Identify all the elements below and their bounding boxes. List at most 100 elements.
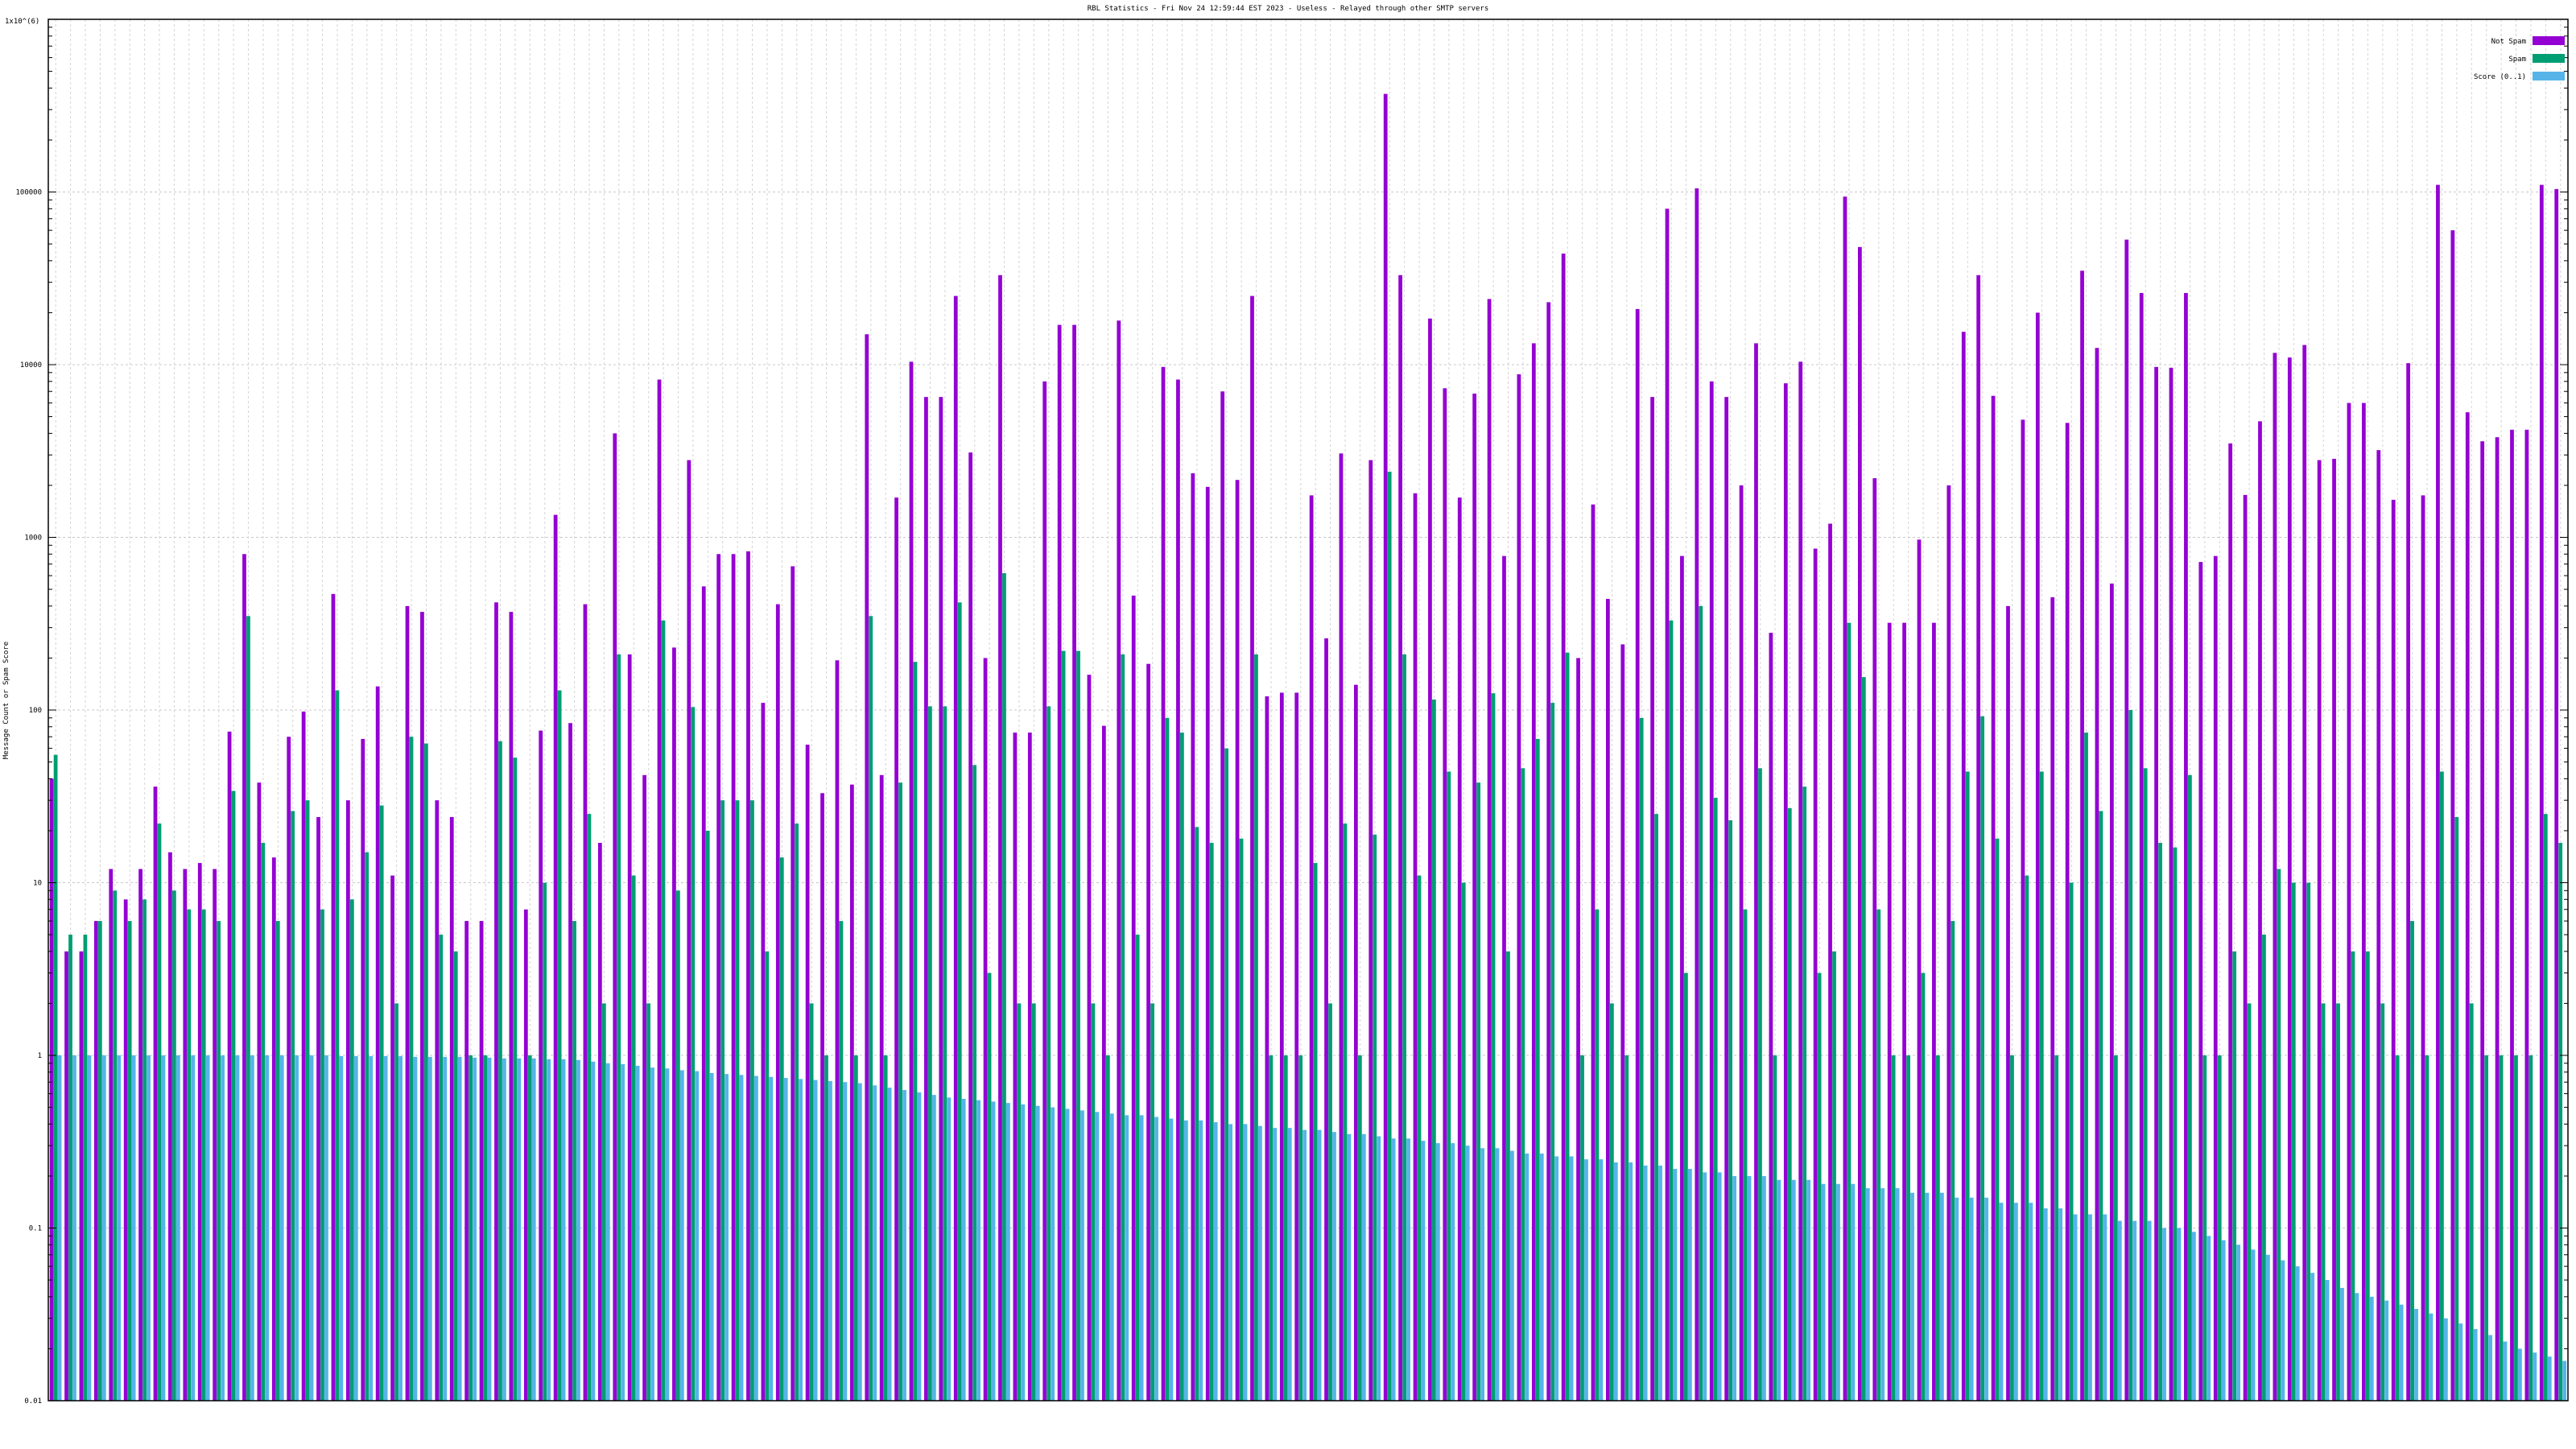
bar-score <box>2547 1356 2552 1401</box>
bar-score <box>783 1078 788 1401</box>
bar-score <box>295 1055 299 1401</box>
bar-score <box>739 1075 744 1401</box>
bar-score <box>1317 1129 1322 1401</box>
y-tick-label: 1000 <box>24 535 42 543</box>
bar-not-spam <box>1443 388 1447 1401</box>
bar-score <box>161 1055 166 1401</box>
bar-spam <box>1121 654 1125 1401</box>
bar-score <box>2251 1249 2256 1401</box>
bar-not-spam <box>1353 684 1358 1401</box>
bar-spam <box>1209 843 1214 1401</box>
bar-spam <box>1432 699 1436 1401</box>
bar-spam <box>1150 1003 1154 1401</box>
bar-score <box>1302 1129 1307 1401</box>
bar-spam <box>839 921 844 1401</box>
bar-spam <box>765 951 770 1401</box>
bar-score <box>221 1055 225 1401</box>
bar-spam <box>809 1003 814 1401</box>
bar-score <box>1510 1150 1514 1401</box>
bar-not-spam <box>1561 253 1566 1402</box>
bar-not-spam <box>1887 622 1892 1401</box>
bar-score <box>2355 1293 2359 1401</box>
bar-not-spam <box>701 586 706 1401</box>
bar-not-spam <box>1828 523 1832 1401</box>
bar-not-spam <box>1457 497 1462 1401</box>
bar-spam <box>2529 1055 2533 1401</box>
bar-not-spam <box>138 869 142 1401</box>
bar-not-spam <box>1754 343 1758 1402</box>
bar-spam <box>261 843 266 1401</box>
bar-score <box>1347 1133 1352 1401</box>
bar-spam <box>2440 771 2444 1401</box>
bar-spam <box>2351 951 2355 1401</box>
bar-spam <box>1002 573 1006 1401</box>
bar-score <box>1183 1120 1188 1401</box>
bar-spam <box>735 800 740 1401</box>
bar-score <box>1021 1104 1026 1401</box>
bar-not-spam <box>2228 443 2233 1401</box>
bar-spam <box>1283 1055 1288 1401</box>
bar-not-spam <box>1117 320 1121 1401</box>
bar-score <box>1703 1172 1707 1401</box>
bar-not-spam <box>746 551 750 1401</box>
bar-not-spam <box>1620 644 1625 1401</box>
bar-score <box>2533 1352 2537 1401</box>
bar-spam <box>1906 1055 1910 1401</box>
bar-spam <box>1417 875 1422 1401</box>
bar-not-spam <box>1502 555 1506 1401</box>
bar-score <box>205 1055 210 1401</box>
bar-not-spam <box>2139 292 2144 1401</box>
bar-score <box>398 1055 402 1401</box>
bar-spam <box>2099 811 2103 1401</box>
bar-score <box>339 1055 344 1401</box>
bar-score <box>1643 1165 1648 1401</box>
bar-spam <box>1091 1003 1096 1401</box>
bar-not-spam <box>1546 302 1551 1401</box>
y-tick-label: 100000 <box>15 189 42 197</box>
bar-spam <box>1313 863 1318 1401</box>
bar-spam <box>305 800 310 1401</box>
bar-spam <box>2217 1055 2222 1401</box>
bar-spam <box>1609 1003 1614 1401</box>
bar-not-spam <box>879 774 884 1401</box>
bar-score <box>1169 1118 1174 1401</box>
bar-not-spam <box>2376 450 2381 1401</box>
bar-spam <box>1135 935 1140 1401</box>
bar-spam <box>172 890 176 1401</box>
bar-not-spam <box>1902 622 1906 1401</box>
bar-score <box>1732 1175 1736 1401</box>
y-axis-ticks: 0.01 0.1 1 10 100 1000 10000 100000 <box>15 19 2568 1406</box>
bar-score <box>799 1079 803 1401</box>
bar-spam <box>275 921 280 1401</box>
bar-not-spam <box>242 554 246 1401</box>
bar-not-spam <box>2095 348 2099 1402</box>
bar-spam <box>217 921 221 1401</box>
bar-not-spam <box>2169 367 2174 1401</box>
bar-not-spam <box>1605 598 1610 1401</box>
bar-spam <box>142 899 147 1401</box>
bar-not-spam <box>1265 696 1269 1401</box>
bar-spam <box>691 707 696 1401</box>
bar-spam <box>409 737 414 1401</box>
bar-not-spam <box>153 786 158 1401</box>
bar-not-spam <box>2406 363 2410 1401</box>
bar-spam <box>1595 909 1600 1401</box>
bar-spam <box>617 654 621 1401</box>
bar-not-spam <box>1517 374 1521 1401</box>
bar-score <box>1125 1115 1129 1401</box>
bar-score <box>457 1056 462 1401</box>
bar-score <box>621 1063 625 1401</box>
y-tick-label: 0.01 <box>24 1397 42 1406</box>
bar-score <box>1421 1141 1426 1401</box>
bar-score <box>2399 1304 2404 1401</box>
bar-not-spam <box>49 778 54 1401</box>
bar-not-spam <box>1932 622 1936 1401</box>
bar-not-spam <box>494 602 498 1401</box>
bar-spam <box>349 899 354 1401</box>
bar-not-spam <box>2035 312 2040 1402</box>
bar-spam <box>2558 843 2563 1401</box>
bar-score <box>1435 1143 1440 1401</box>
bar-not-spam <box>2198 562 2203 1401</box>
bar-spam <box>97 921 102 1401</box>
bar-spam <box>291 811 295 1401</box>
